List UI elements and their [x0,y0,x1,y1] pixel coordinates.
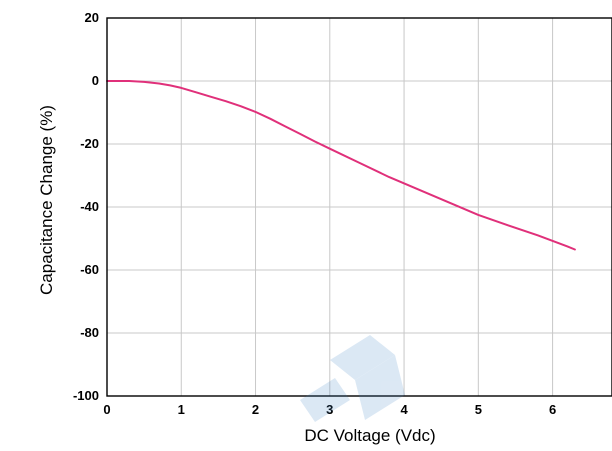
x-axis-label: DC Voltage (Vdc) [304,426,435,445]
x-tick-label-4: 4 [400,402,408,417]
watermark-logo [300,335,405,422]
y-tick-label-2: -20 [80,136,99,151]
x-tick-label-0: 0 [103,402,110,417]
grid-lines [107,18,612,396]
y-axis-label: Capacitance Change (%) [37,105,56,295]
x-tick-label-1: 1 [178,402,185,417]
y-tick-label-4: -60 [80,262,99,277]
x-tick-label-6: 6 [549,402,556,417]
series-layer [106,80,576,251]
y-tick-label-0: 20 [85,10,99,25]
x-tick-label-3: 3 [326,402,333,417]
x-tick-labels: 0 1 2 3 4 5 6 [103,402,556,417]
y-tick-label-1: 0 [92,73,99,88]
y-tick-label-3: -40 [80,199,99,214]
y-tick-label-5: -80 [80,325,99,340]
y-tick-labels: 20 0 -20 -40 -60 -80 -100 [73,10,99,403]
x-tick-label-2: 2 [252,402,259,417]
series-line-0 [106,80,576,251]
y-tick-label-6: -100 [73,388,99,403]
x-tick-label-5: 5 [475,402,482,417]
plot-frame [106,17,612,397]
